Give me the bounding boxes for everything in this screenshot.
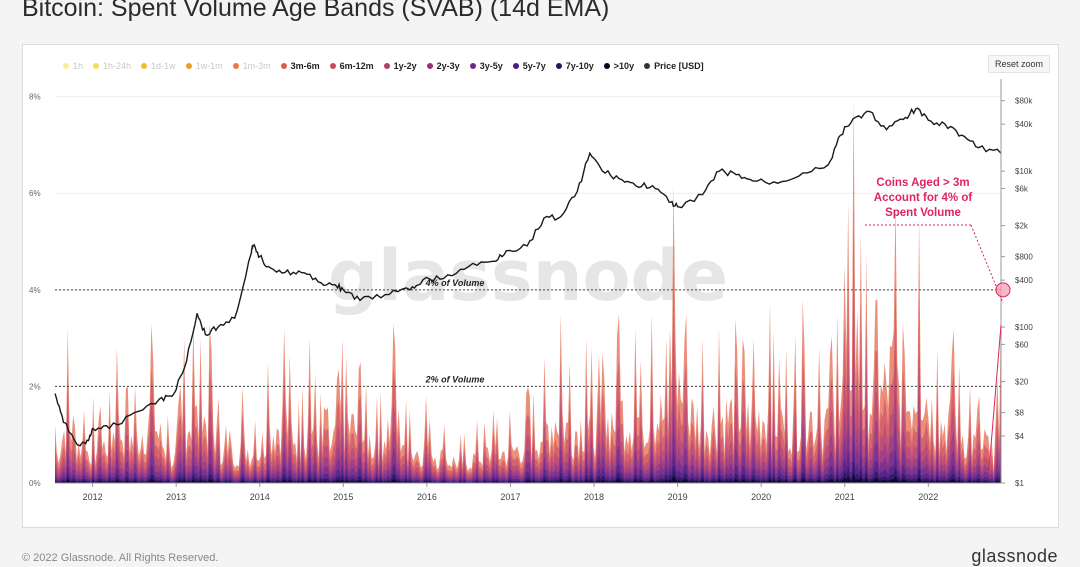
y-right-tick-label: $100 bbox=[1015, 323, 1033, 332]
y-right-tick-label: $4 bbox=[1015, 432, 1024, 441]
glassnode-logo: glassnode bbox=[971, 546, 1058, 566]
legend-dot bbox=[512, 63, 519, 69]
legend-dot bbox=[141, 63, 148, 69]
annotation-marker bbox=[995, 282, 1011, 298]
chart-card: 0% 2% 4% 6% 8% glassnode 4% of Volume 2% of Vol… bbox=[22, 44, 1059, 528]
annotation-arrow bbox=[988, 324, 1002, 471]
svab-layers bbox=[55, 96, 1001, 484]
x-tick-label: 2015 bbox=[333, 492, 353, 502]
legend-item-5y-7y[interactable]: 5y-7y bbox=[512, 61, 546, 71]
legend-item-1m-3m[interactable]: 1m-3m bbox=[232, 61, 271, 71]
legend-label: 1d-1w bbox=[151, 61, 176, 71]
y-right-tick-label: $10k bbox=[1015, 167, 1033, 176]
legend-item-price-usd-[interactable]: Price [USD] bbox=[644, 61, 704, 71]
legend-dot bbox=[603, 63, 610, 69]
x-tick-label: 2022 bbox=[918, 492, 938, 502]
legend-item--10y[interactable]: >10y bbox=[603, 61, 635, 71]
y-right-tick-label: $400 bbox=[1015, 276, 1033, 285]
legend-dot bbox=[426, 63, 433, 69]
y-left-tick-label: 8% bbox=[29, 93, 41, 102]
reset-zoom-button[interactable]: Reset zoom bbox=[987, 55, 1050, 73]
y-right-tick-label: $8 bbox=[1015, 409, 1024, 418]
annotation: Coins Aged > 3m Account for 4% of Spent Vo… bbox=[865, 177, 1011, 471]
legend-item-1y-2y[interactable]: 1y-2y bbox=[383, 61, 417, 71]
legend-item-1h-24h[interactable]: 1h-24h bbox=[93, 61, 131, 71]
y-left-tick-label: 4% bbox=[29, 286, 41, 295]
legend-item-3m-6m[interactable]: 3m-6m bbox=[280, 61, 320, 71]
legend-label: 7y-10y bbox=[565, 61, 594, 71]
legend-label: 3m-6m bbox=[290, 61, 320, 71]
chart-title: Bitcoin: Spent Volume Age Bands (SVAB) (… bbox=[22, 0, 610, 22]
y-right-tick-label: $1 bbox=[1015, 479, 1024, 488]
legend-item-6m-12m[interactable]: 6m-12m bbox=[329, 61, 374, 71]
legend-label: Price [USD] bbox=[654, 61, 704, 71]
legend-item-1w-1m[interactable]: 1w-1m bbox=[185, 61, 223, 71]
legend-label: 1y-2y bbox=[393, 61, 417, 71]
legend-dot bbox=[232, 63, 239, 69]
legend-label: 1m-3m bbox=[242, 61, 271, 71]
legend-label: 1h-24h bbox=[103, 61, 132, 71]
annotation-text: Coins Aged > 3m bbox=[876, 177, 969, 189]
y-right-tick-label: $800 bbox=[1015, 253, 1033, 262]
legend-label: 1h bbox=[73, 61, 84, 71]
x-tick-label: 2017 bbox=[500, 492, 520, 502]
legend-label: 3y-5y bbox=[479, 61, 503, 71]
x-tick-label: 2019 bbox=[668, 492, 688, 502]
legend-dot bbox=[329, 63, 336, 69]
legend-label: >10y bbox=[613, 61, 635, 71]
legend-dot bbox=[63, 63, 69, 69]
x-tick-label: 2016 bbox=[417, 492, 437, 502]
legend-label: 5y-7y bbox=[522, 61, 546, 71]
series-area-10y bbox=[55, 473, 1001, 483]
legend-dot bbox=[555, 63, 562, 69]
y-right-tick-label: $20 bbox=[1015, 378, 1029, 387]
x-tick-label: 2014 bbox=[250, 492, 270, 502]
y-right-tick-label: $6k bbox=[1015, 184, 1029, 193]
reference-line-label: 2% of Volume bbox=[425, 374, 485, 384]
x-tick-label: 2013 bbox=[166, 492, 186, 502]
x-tick-label: 2021 bbox=[835, 492, 855, 502]
legend-label: 6m-12m bbox=[339, 61, 374, 71]
series-area-5y-7y bbox=[55, 436, 1001, 483]
legend: 1h 1h-24h 1d-1w 1w-1m 1m-3m 3m-6m 6m-12m 1y-2y 2… bbox=[63, 61, 714, 71]
legend-item-1d-1w[interactable]: 1d-1w bbox=[141, 61, 176, 71]
y-right-tick-label: $80k bbox=[1015, 97, 1033, 106]
legend-label: 1w-1m bbox=[195, 61, 223, 71]
legend-label: 2y-3y bbox=[436, 61, 460, 71]
legend-dot bbox=[469, 63, 476, 69]
legend-dot bbox=[280, 63, 287, 69]
legend-dot bbox=[185, 63, 192, 69]
x-tick-label: 2018 bbox=[584, 492, 604, 502]
y-right-tick-label: $2k bbox=[1015, 222, 1029, 231]
reference-line-label: 4% of Volume bbox=[425, 278, 485, 288]
legend-item-3y-5y[interactable]: 3y-5y bbox=[469, 61, 503, 71]
legend-dot bbox=[383, 63, 390, 69]
x-tick-label: 2012 bbox=[83, 492, 103, 502]
legend-item-1h[interactable]: 1h bbox=[63, 61, 83, 71]
legend-item-7y-10y[interactable]: 7y-10y bbox=[555, 61, 594, 71]
y-right-tick-label: $40k bbox=[1015, 120, 1033, 129]
watermark: glassnode bbox=[328, 235, 728, 317]
price-line bbox=[54, 107, 1002, 447]
legend-dot bbox=[644, 63, 651, 69]
x-tick-label: 2020 bbox=[751, 492, 771, 502]
y-right-tick-label: $60 bbox=[1015, 340, 1029, 349]
y-left-tick-label: 6% bbox=[29, 189, 41, 198]
series-area-7y-10y bbox=[55, 459, 1001, 483]
legend-dot bbox=[93, 63, 100, 69]
annotation-text: Spent Volume bbox=[885, 207, 961, 219]
copyright: © 2022 Glassnode. All Rights Reserved. bbox=[22, 552, 219, 564]
y-left-tick-label: 0% bbox=[29, 479, 41, 488]
legend-item-2y-3y[interactable]: 2y-3y bbox=[426, 61, 460, 71]
y-left-tick-label: 2% bbox=[29, 382, 41, 391]
annotation-text: Account for 4% of bbox=[874, 192, 973, 204]
